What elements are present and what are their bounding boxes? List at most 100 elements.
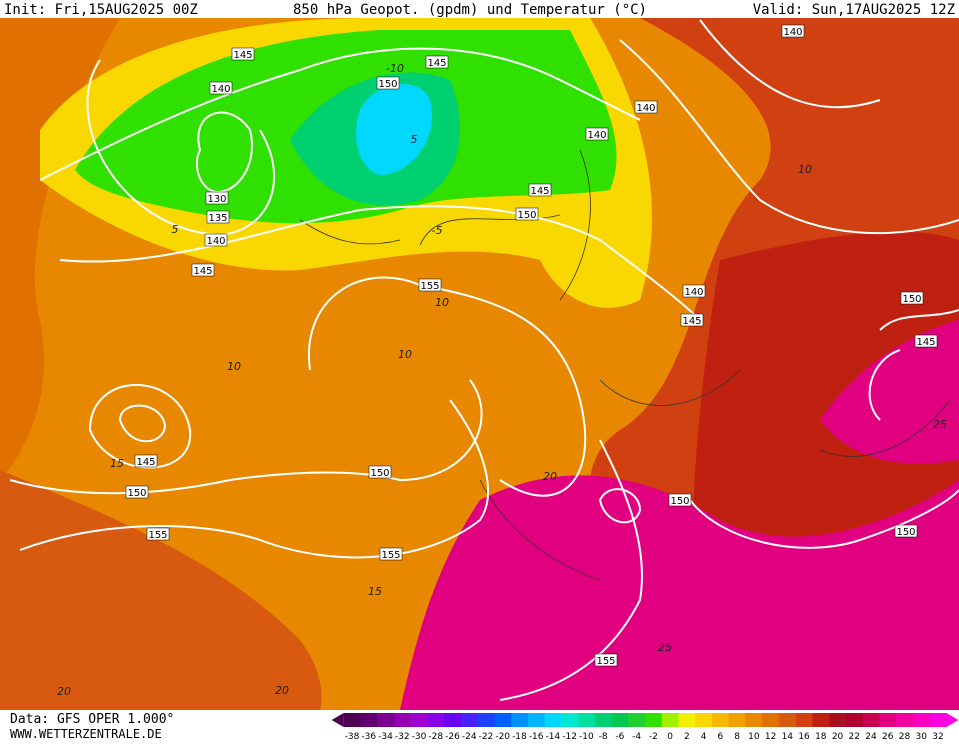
geopotential-label: 145 (530, 186, 549, 197)
label-box (205, 191, 229, 205)
temperature-label: 5 (411, 133, 418, 146)
geopotential-label: 140 (684, 287, 703, 298)
temperature-label: -5 (432, 224, 443, 237)
scale-swatch (845, 713, 864, 727)
scale-swatch (377, 713, 395, 727)
label-box (368, 465, 392, 479)
southwest-warm (0, 470, 322, 710)
scale-swatch (494, 713, 512, 727)
label-box (418, 278, 442, 292)
geopotential-label: 130 (207, 194, 226, 205)
scale-tick-label: 12 (765, 732, 776, 741)
scale-swatch (628, 713, 646, 727)
geopotential-label: 145 (193, 266, 212, 277)
temperature-label: 20 (57, 685, 71, 698)
label-box (209, 81, 233, 95)
contour (9, 379, 483, 495)
valid-time: Valid: Sun,17AUG2025 12Z (753, 2, 955, 18)
map-title: 850 hPa Geopot. (gpdm) und Temperatur (°… (293, 2, 647, 18)
map (0, 18, 959, 710)
scale-tick-label: 26 (882, 732, 894, 741)
geopotential-label: 140 (211, 84, 230, 95)
temperature-label: -10 (386, 62, 404, 75)
scale-swatch (778, 713, 797, 727)
map-labels: 145 140 150 145 140 140 140 145 150 130 135 140 145 1… (57, 24, 947, 698)
coldest-zone (356, 83, 432, 175)
scale-swatch (343, 713, 361, 727)
scale-swatch (527, 713, 546, 727)
scale-swatch (544, 713, 562, 727)
scale-swatch (896, 713, 914, 727)
scale-tick-label: -34 (378, 732, 393, 741)
contour (118, 404, 167, 443)
geopotential-label: 155 (381, 550, 400, 561)
scale-swatch (745, 713, 763, 727)
scale-arrow-left (331, 713, 344, 727)
contour (59, 205, 701, 321)
contour (88, 384, 192, 469)
site-name: WWW.WETTERZENTRALE.DE (10, 727, 162, 741)
scale-swatch (460, 713, 479, 727)
coastlines (299, 149, 951, 581)
scale-tick-label: -4 (632, 732, 641, 741)
scale-swatch (645, 713, 663, 727)
label-box (894, 524, 918, 538)
scale-swatch (511, 713, 529, 727)
scale-swatch (427, 713, 445, 727)
label-box (231, 47, 255, 61)
label-box (682, 284, 706, 298)
contour (598, 488, 642, 524)
scale-swatch (728, 713, 746, 727)
data-source: Data: GFS OPER 1.000° (10, 712, 174, 727)
scale-tick-label: 6 (717, 732, 723, 741)
geopotential-label: 145 (136, 457, 155, 468)
geopotential-label: 140 (636, 103, 655, 114)
scale-swatch (929, 713, 947, 727)
hot-core (400, 475, 959, 710)
scale-swatch (711, 713, 730, 727)
temperature-label: 25 (658, 641, 672, 654)
geopotential-label: 145 (427, 58, 446, 69)
scale-tick-label: -30 (412, 732, 427, 741)
geopotential-label: 140 (587, 130, 606, 141)
temperature-label: 10 (227, 360, 241, 373)
temperature-label: 10 (398, 348, 412, 361)
geopotential-label: 150 (370, 468, 389, 479)
geopotential-label: 150 (902, 294, 921, 305)
scale-tick-label: 20 (832, 732, 844, 741)
scale-tick-label: -20 (495, 732, 510, 741)
scale-swatch (812, 713, 830, 727)
scale-tick-label: 32 (932, 732, 943, 741)
label-box (425, 55, 449, 69)
label-box (528, 183, 552, 197)
west-warm (0, 18, 120, 480)
scale-tick-label: -6 (615, 732, 624, 741)
geopotential-label: 155 (596, 656, 615, 667)
geopotential-label: 150 (378, 79, 397, 90)
scale-swatch (795, 713, 813, 727)
scale-tick-label: -10 (579, 732, 594, 741)
scale-swatch (410, 713, 428, 727)
scale-tick-label: -28 (428, 732, 443, 741)
scale-swatch (695, 713, 713, 727)
label-box (134, 454, 158, 468)
scale-swatch (477, 713, 495, 727)
label-box (680, 313, 704, 327)
geopotential-label: 150 (670, 496, 689, 507)
label-box (900, 291, 924, 305)
header-bar (0, 0, 959, 18)
scale-tick-label: -26 (445, 732, 460, 741)
label-box (146, 527, 170, 541)
temperature-label: 20 (275, 684, 289, 697)
color-scale: -38 -36 -34 -32 -30 -28 -26 -24 -22 -20 -18 -16 -14-… (331, 713, 959, 742)
scale-tick-label: 22 (849, 732, 860, 741)
temperature-label: 20 (543, 470, 557, 483)
contour (868, 309, 959, 421)
scale-tick-label: -14 (546, 732, 561, 741)
label-box (781, 24, 805, 38)
scale-swatch (912, 713, 931, 727)
scale-swatch (862, 713, 880, 727)
contour (196, 111, 253, 193)
scale-tick-label: -22 (479, 732, 494, 741)
